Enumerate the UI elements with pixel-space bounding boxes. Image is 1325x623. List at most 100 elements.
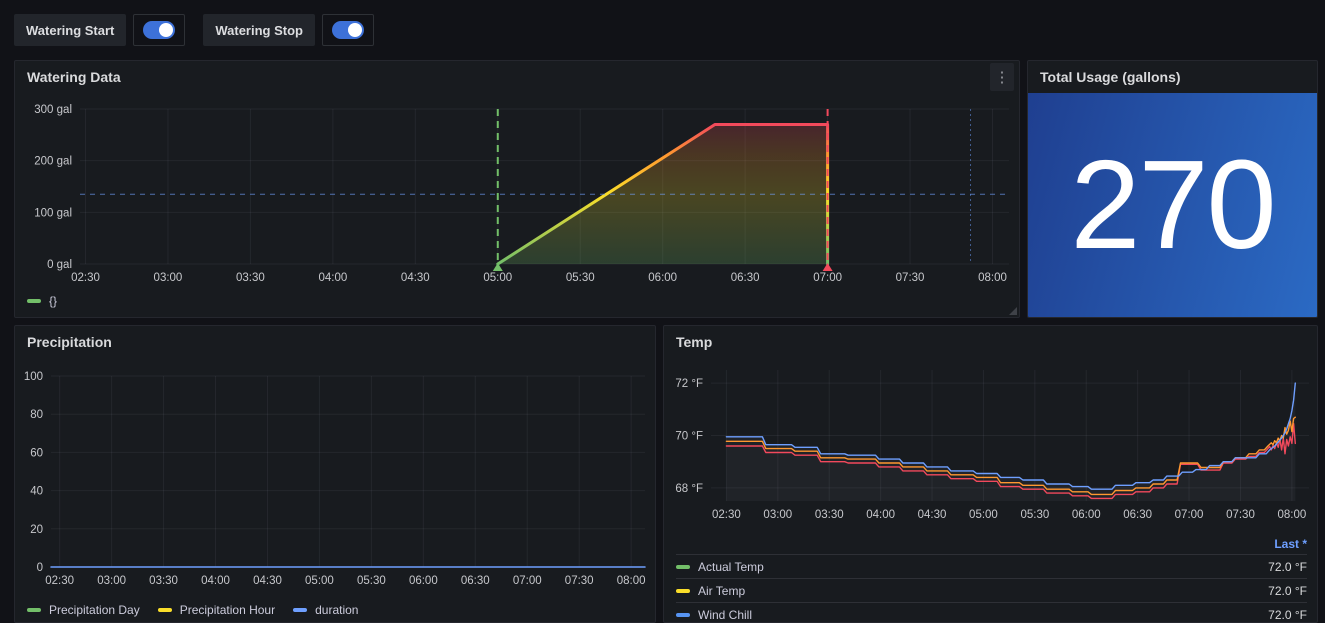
axis-tick-label: 07:00 <box>813 272 842 284</box>
axis-tick-label: 0 gal <box>47 259 72 271</box>
axis-tick-label: 200 gal <box>34 156 72 168</box>
watering-data-chart[interactable]: 0 gal 100 gal 200 gal 300 gal 02:30 03:00 03:3… <box>15 93 1017 289</box>
temp-chart[interactable]: 68 °F70 °F72 °F02:3003:0003:3004:0004:30… <box>664 358 1315 534</box>
toggle-switch[interactable] <box>332 21 364 39</box>
axis-tick-label: 06:00 <box>1072 509 1101 521</box>
axis-tick-label: 68 °F <box>675 483 703 495</box>
axis-tick-label: 100 <box>24 371 43 383</box>
axis-tick-label: 04:00 <box>866 509 895 521</box>
panel-header: Temp <box>664 326 1317 358</box>
axis-tick-label: 05:00 <box>969 509 998 521</box>
precipitation-chart-legend: Precipitation Day Precipitation Hour durat… <box>15 598 655 622</box>
legend-swatch-icon <box>676 613 690 617</box>
panel-header: Watering Data ⋮ <box>15 61 1019 93</box>
axis-tick-label: 04:00 <box>318 272 347 284</box>
axis-tick-label: 08:00 <box>617 575 646 587</box>
legend-row[interactable]: Actual Temp72.0 °F <box>676 554 1307 578</box>
axis-tick-label: 40 <box>30 486 43 498</box>
axis-tick-label: 04:00 <box>201 575 230 587</box>
axis-tick-label: 05:30 <box>1020 509 1049 521</box>
temp-chart-legend: Last *Actual Temp72.0 °FAir Temp72.0 °FW… <box>664 534 1317 622</box>
panel-body: 02040608010002:3003:0003:3004:0004:3005:… <box>15 358 655 622</box>
axis-tick-label: 05:30 <box>357 575 386 587</box>
legend-swatch-icon <box>158 608 172 612</box>
panel-title[interactable]: Watering Data <box>27 69 121 85</box>
legend-last-value: 72.0 °F <box>1268 560 1307 574</box>
legend-row[interactable]: Wind Chill 72.0 °F <box>676 602 1307 622</box>
axis-tick-label: 06:30 <box>731 272 760 284</box>
axis-tick-label: 06:00 <box>648 272 677 284</box>
legend-swatch-icon <box>27 608 41 612</box>
legend-swatch-icon <box>293 608 307 612</box>
legend-label: {} <box>49 294 57 308</box>
legend-label: Air Temp <box>698 584 745 598</box>
panel-body: 0 gal 100 gal 200 gal 300 gal 02:30 03:00 03:3… <box>15 93 1019 317</box>
axis-tick-label: 08:00 <box>1277 509 1306 521</box>
legend-swatch-icon <box>27 299 41 303</box>
axis-tick-label: 07:30 <box>1226 509 1255 521</box>
axis-tick-label: 20 <box>30 524 43 536</box>
panel-watering-data: Watering Data ⋮ 0 gal 100 gal 200 gal 300 g… <box>14 60 1020 318</box>
axis-tick-label: 07:00 <box>1175 509 1204 521</box>
axis-tick-label: 08:00 <box>978 272 1007 284</box>
watering-stop-label: Watering Stop <box>203 14 315 46</box>
axis-tick-label: 05:30 <box>566 272 595 284</box>
axis-tick-label: 02:30 <box>712 509 741 521</box>
panel-body: 68 °F70 °F72 °F02:3003:0003:3004:0004:30… <box>664 358 1317 622</box>
panel-title[interactable]: Temp <box>676 334 712 350</box>
axis-tick-label: 07:30 <box>896 272 925 284</box>
axis-tick-label: 06:30 <box>1123 509 1152 521</box>
legend-label: duration <box>315 603 358 617</box>
axis-tick-label: 06:00 <box>409 575 438 587</box>
legend-row[interactable]: Air Temp 72.0 °F <box>676 578 1307 602</box>
axis-tick-label: 04:30 <box>401 272 430 284</box>
legend-item[interactable]: Precipitation Hour <box>158 603 275 617</box>
legend-label: Precipitation Hour <box>180 603 275 617</box>
axis-tick-label: 70 °F <box>675 431 703 443</box>
watering-chart-legend: {} <box>15 289 1019 313</box>
dashboard-controls: Watering Start Watering Stop <box>14 14 392 46</box>
precipitation-chart[interactable]: 02040608010002:3003:0003:3004:0004:3005:… <box>15 358 653 598</box>
axis-tick-label: 04:30 <box>253 575 282 587</box>
axis-tick-label: 02:30 <box>71 272 100 284</box>
toggle-knob <box>348 23 362 37</box>
watering-start-toggle[interactable] <box>133 14 185 46</box>
panel-menu-kebab-icon[interactable]: ⋮ <box>990 63 1014 91</box>
legend-swatch-icon <box>676 565 690 569</box>
watering-start-label: Watering Start <box>14 14 126 46</box>
axis-tick-label: 03:30 <box>236 272 265 284</box>
axis-tick-label: 06:30 <box>461 575 490 587</box>
axis-tick-label: 05:00 <box>305 575 334 587</box>
panel-precipitation: Precipitation 02040608010002:3003:0003:3… <box>14 325 656 623</box>
watering-start-control: Watering Start <box>14 14 185 46</box>
axis-tick-label: 03:00 <box>97 575 126 587</box>
axis-tick-label: 80 <box>30 409 43 421</box>
legend-last-value: 72.0 °F <box>1268 584 1307 598</box>
panel-total-usage: Total Usage (gallons) 270 <box>1027 60 1318 318</box>
total-usage-value: 270 <box>1070 142 1274 268</box>
axis-tick-label: 03:00 <box>763 509 792 521</box>
panel-title[interactable]: Total Usage (gallons) <box>1040 69 1181 85</box>
panel-resize-handle[interactable] <box>1009 307 1017 315</box>
panel-header: Precipitation <box>15 326 655 358</box>
legend-item[interactable]: duration <box>293 603 358 617</box>
axis-tick-label: 05:00 <box>483 272 512 284</box>
axis-tick-label: 03:00 <box>154 272 183 284</box>
panel-header: Total Usage (gallons) <box>1028 61 1317 93</box>
legend-sort-header[interactable]: Last * <box>676 534 1307 554</box>
axis-tick-label: 300 gal <box>34 104 72 116</box>
legend-last-value: 72.0 °F <box>1268 608 1307 622</box>
axis-tick-label: 03:30 <box>815 509 844 521</box>
stat-panel-background: 270 <box>1028 93 1317 317</box>
toggle-switch[interactable] <box>143 21 175 39</box>
axis-tick-label: 60 <box>30 447 43 459</box>
watering-stop-toggle[interactable] <box>322 14 374 46</box>
legend-item[interactable]: {} <box>27 294 57 308</box>
legend-label: Wind Chill <box>698 608 752 622</box>
panel-title[interactable]: Precipitation <box>27 334 112 350</box>
axis-tick-label: 100 gal <box>34 207 72 219</box>
legend-item[interactable]: Precipitation Day <box>27 603 140 617</box>
panel-temp: Temp 68 °F70 °F72 °F02:3003:0003:3004:00… <box>663 325 1318 623</box>
toggle-knob <box>159 23 173 37</box>
axis-tick-label: 02:30 <box>45 575 74 587</box>
